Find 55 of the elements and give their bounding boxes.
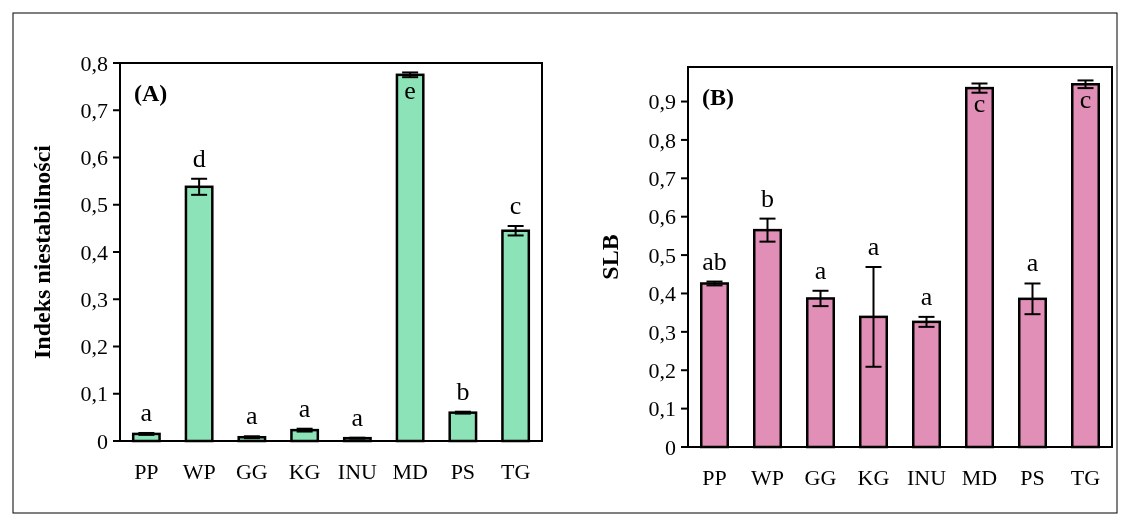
y-tick-label: 0,4 — [648, 281, 676, 307]
x-tick-label: GG — [235, 459, 268, 484]
annotation: a — [140, 397, 153, 427]
y-tick-label: 0,5 — [80, 192, 108, 218]
y-tick-label: 0,6 — [648, 204, 676, 230]
annotation: b — [456, 376, 470, 406]
annotation: d — [192, 143, 206, 173]
y-tick-label: 0,1 — [648, 396, 676, 422]
y-tick-label: 0,9 — [648, 89, 676, 115]
y-tick-label: 0,4 — [80, 239, 108, 265]
y-tick-label: 0 — [665, 434, 676, 460]
x-tick-label: KG — [857, 465, 890, 490]
y-tick-label: 0,2 — [80, 334, 108, 360]
y-axis-title: Indeks niestabilności — [29, 144, 55, 360]
x-tick-label: INU — [337, 459, 378, 484]
annotation: e — [404, 75, 416, 105]
annotation: ab — [702, 246, 727, 276]
x-tick-label: WP — [751, 465, 784, 490]
y-tick-label: 0,8 — [648, 127, 676, 153]
y-tick-label: 0,8 — [80, 50, 108, 76]
y-tick-label: 0,1 — [80, 381, 108, 407]
text: (A) — [134, 80, 168, 106]
y-tick-label: 0,5 — [648, 242, 676, 268]
x-tick-label: MD — [961, 465, 998, 490]
annotation: a — [298, 393, 311, 423]
annotation: a — [246, 401, 259, 431]
text: (B) — [702, 84, 734, 110]
annotation: a — [814, 255, 827, 285]
x-tick-label: KG — [288, 459, 321, 484]
y-tick-label: 0,3 — [80, 286, 108, 312]
annotation: b — [761, 183, 774, 213]
x-tick-label: PS — [450, 459, 476, 484]
x-tick-label: TG — [500, 459, 531, 484]
y-axis-title: SLB — [597, 234, 623, 280]
y-tick-label: 0,6 — [80, 145, 108, 171]
annotation: a — [351, 402, 364, 432]
annotation: a — [920, 281, 933, 311]
x-tick-label: WP — [182, 459, 216, 484]
annotation: c — [509, 191, 522, 221]
y-tick-label: 0,7 — [648, 166, 676, 192]
x-tick-label: PP — [702, 465, 727, 490]
x-tick-label: PP — [134, 459, 159, 484]
x-tick-label: TG — [1070, 465, 1101, 490]
annotation: a — [867, 231, 880, 261]
x-tick-label: PS — [1020, 465, 1045, 490]
x-tick-label: MD — [392, 459, 428, 484]
y-tick-label: 0 — [97, 428, 108, 454]
annotation: c — [1079, 85, 1092, 115]
x-tick-label: GG — [804, 465, 837, 490]
y-tick-label: 0,2 — [648, 357, 676, 383]
y-tick-label: 0,3 — [648, 319, 676, 345]
y-tick-label: 0,7 — [80, 97, 108, 123]
annotation: a — [1026, 248, 1039, 278]
annotation: c — [973, 89, 986, 119]
x-tick-label: INU — [906, 465, 947, 490]
